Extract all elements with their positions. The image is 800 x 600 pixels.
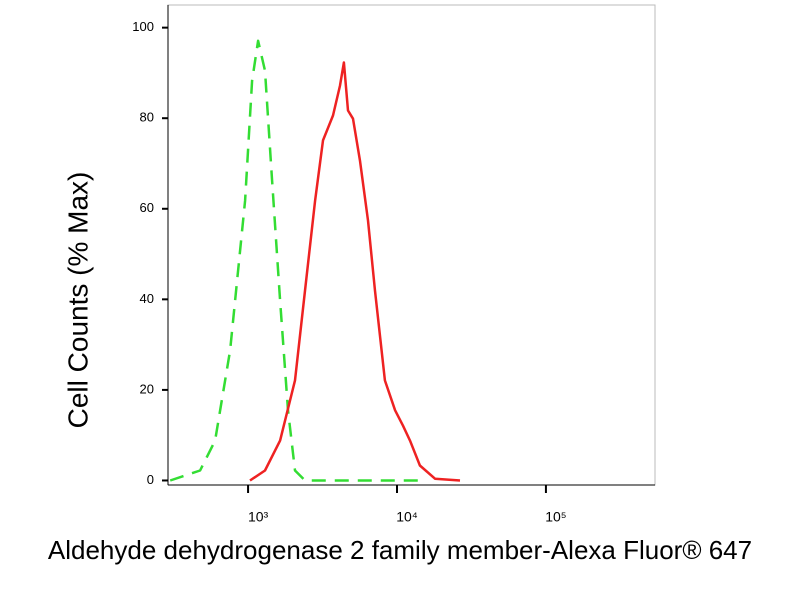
y-tick-label: 0 bbox=[147, 472, 154, 487]
x-tick-label: 10⁵ bbox=[545, 509, 566, 525]
y-tick-label: 60 bbox=[140, 200, 154, 215]
x-tick-label: 10⁴ bbox=[396, 509, 418, 525]
x-tick-label: 10³ bbox=[248, 509, 269, 525]
histogram-line bbox=[249, 61, 461, 482]
histogram-line bbox=[169, 39, 420, 482]
y-axis-label: Cell Counts (% Max) bbox=[62, 172, 93, 429]
y-tick-label: 100 bbox=[132, 19, 154, 34]
y-tick-label: 80 bbox=[140, 110, 154, 125]
x-axis-label: Aldehyde dehydrogenase 2 family member-A… bbox=[47, 535, 753, 565]
y-tick-label: 40 bbox=[140, 291, 154, 306]
y-tick-label: 20 bbox=[140, 381, 154, 396]
